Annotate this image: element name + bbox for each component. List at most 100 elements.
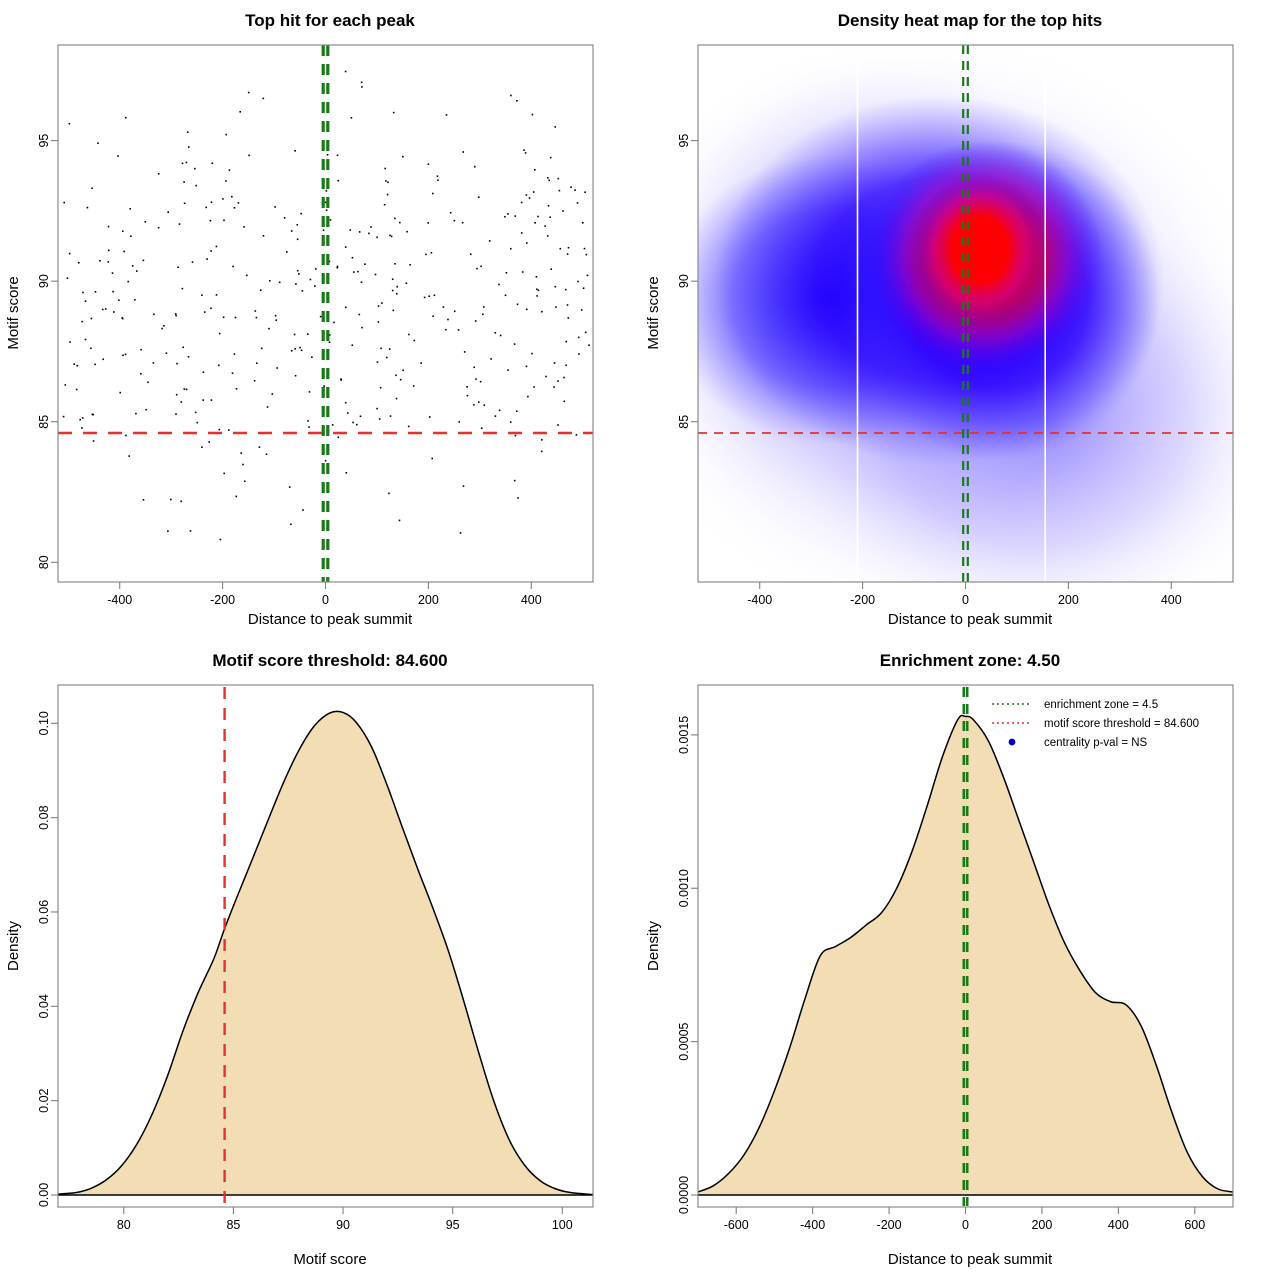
density-area-fill <box>58 711 593 1195</box>
scatter-point <box>402 369 404 372</box>
scatter-point <box>243 226 245 228</box>
scatter-point <box>84 338 87 341</box>
scatter-point <box>265 453 268 455</box>
scatter-point <box>218 364 220 367</box>
scatter-point <box>516 303 519 306</box>
scatter-point <box>92 440 95 442</box>
scatter-point <box>473 404 475 406</box>
scatter-point <box>370 226 372 228</box>
scatter-point <box>127 280 129 283</box>
scatter-point <box>554 126 556 128</box>
scatter-point <box>477 196 480 198</box>
scatter-point <box>125 116 127 119</box>
scatter-point <box>353 271 355 273</box>
x-tick-label: -400 <box>800 1218 825 1232</box>
scatter-point <box>329 219 332 221</box>
scatter-point <box>475 378 477 380</box>
scatter-point <box>575 434 578 436</box>
scatter-point <box>130 235 132 237</box>
scatter-point <box>565 288 567 291</box>
scatter-point <box>315 268 317 270</box>
scatter-point <box>294 374 297 377</box>
scatter-point <box>449 212 452 214</box>
scatter-point <box>307 333 309 335</box>
scatter-point <box>211 162 214 164</box>
scatter-point <box>66 277 69 279</box>
scatter-point <box>396 285 398 288</box>
scatter-point <box>534 169 536 171</box>
scatter-point <box>345 472 348 474</box>
scatter-point <box>97 142 99 144</box>
scatter-point <box>262 97 265 100</box>
scatter-point <box>182 346 184 349</box>
scatter-point <box>117 155 119 157</box>
scatter-point <box>547 177 549 179</box>
x-axis-label: Motif score <box>293 1251 366 1268</box>
scatter-point <box>129 208 131 210</box>
scatter-point <box>431 457 433 460</box>
scatter-point <box>413 339 416 342</box>
scatter-point <box>324 201 327 204</box>
scatter-point <box>294 348 296 350</box>
scatter-point <box>582 222 584 224</box>
scatter-point <box>385 180 387 182</box>
scatter-point <box>165 352 168 354</box>
y-tick-label: 90 <box>677 274 691 288</box>
scatter-point <box>386 193 389 196</box>
legend: enrichment zone = 4.5 motif score thresho… <box>992 699 1199 749</box>
scatter-point <box>513 343 516 345</box>
y-axis-label: Density <box>645 920 662 971</box>
scatter-point <box>447 318 449 321</box>
scatter-point <box>232 265 234 268</box>
scatter-point <box>322 229 325 231</box>
scatter-point <box>462 151 464 153</box>
scatter-point <box>124 353 127 356</box>
scatter-point <box>244 480 246 483</box>
scatter-point <box>478 401 480 403</box>
scatter-point <box>557 424 559 426</box>
scatter-point <box>557 177 560 180</box>
scatter-point <box>180 401 183 403</box>
scatter-point <box>274 206 276 208</box>
x-tick-label: -400 <box>747 593 772 607</box>
scatter-point <box>337 436 340 439</box>
scatter-point <box>99 260 101 262</box>
scatter-point <box>336 265 339 268</box>
plot-area <box>57 687 594 1206</box>
scatter-point <box>239 111 241 113</box>
scatter-point <box>194 411 197 414</box>
scatter-point <box>541 310 543 313</box>
scatter-point <box>567 246 570 249</box>
scatter-point <box>457 329 460 331</box>
scatter-point <box>81 427 83 429</box>
scatter-point <box>510 94 512 97</box>
scatter-point <box>445 114 448 116</box>
scatter-point <box>361 86 363 88</box>
scatter-point <box>311 356 313 358</box>
scatter-point <box>578 353 580 355</box>
scatter-point <box>233 207 236 209</box>
scatter-point <box>205 206 207 209</box>
scatter-point <box>258 446 261 448</box>
scatter-point <box>286 251 288 253</box>
scatter-point <box>290 523 292 526</box>
x-tick-label: -400 <box>107 593 132 607</box>
scatter-point <box>406 230 408 233</box>
y-tick-label: 0.08 <box>37 805 51 829</box>
scatter-point <box>469 253 472 255</box>
scatter-point <box>125 434 127 437</box>
scatter-point <box>255 316 258 319</box>
scatter-point <box>293 333 296 336</box>
scatter-point <box>391 289 394 292</box>
scatter-point <box>328 341 331 343</box>
x-tick-label: 200 <box>418 593 439 607</box>
y-tick-label: 0.0005 <box>677 1022 691 1060</box>
scatter-point <box>75 388 78 391</box>
scatter-point <box>588 344 590 346</box>
scatter-point <box>189 530 192 532</box>
y-tick-label: 0.02 <box>37 1088 51 1112</box>
scatter-point <box>534 222 536 224</box>
scatter-point <box>356 423 358 426</box>
scatter-point <box>566 304 569 306</box>
scatter-point <box>101 308 104 311</box>
